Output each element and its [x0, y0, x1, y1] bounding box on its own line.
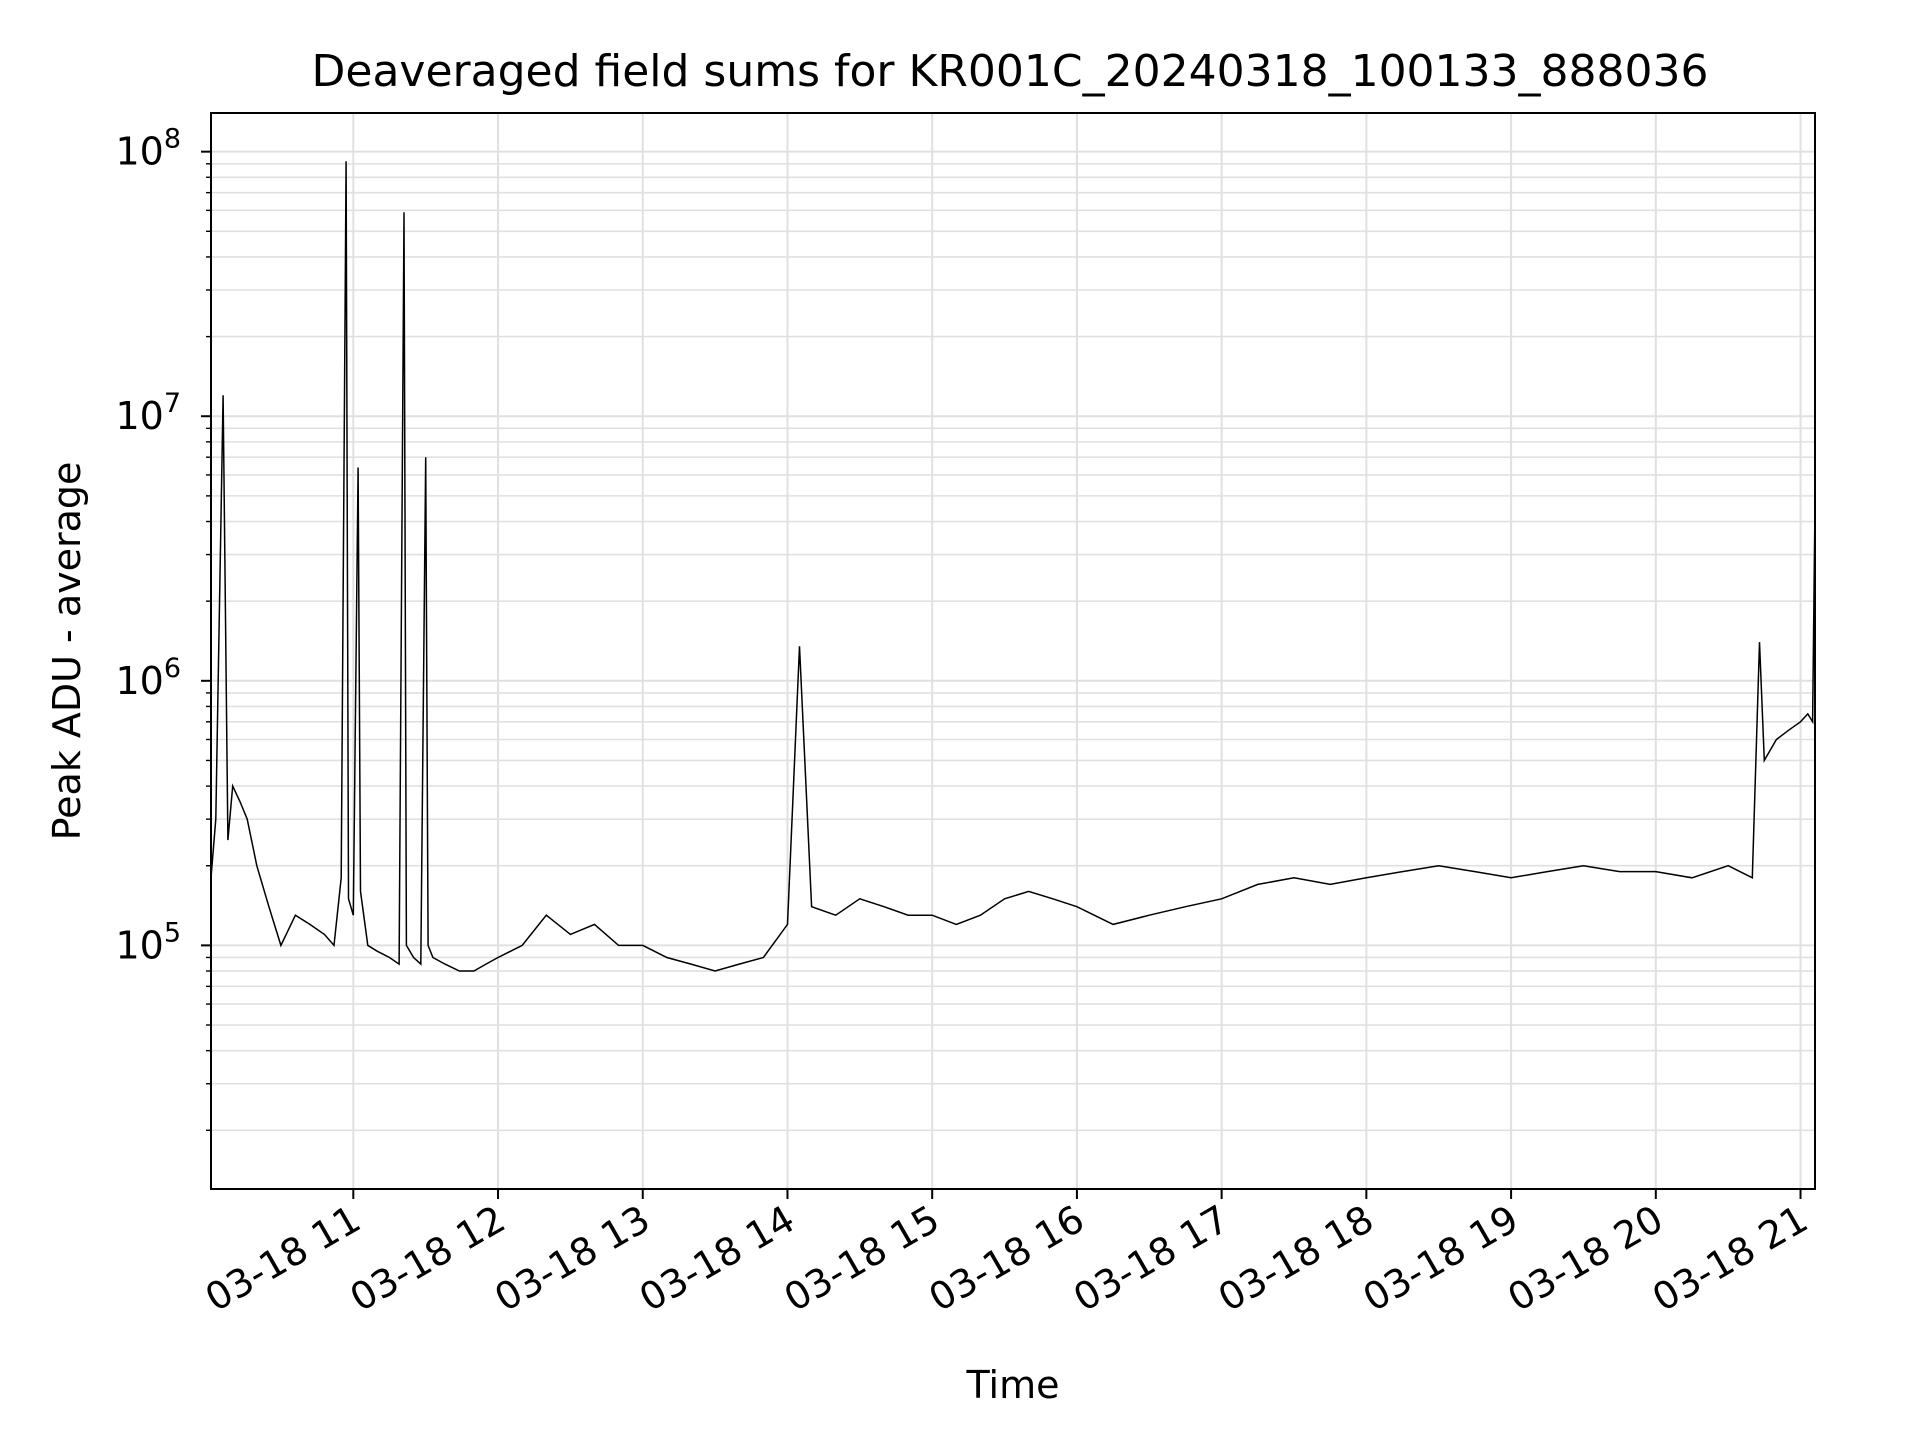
plot-frame	[210, 112, 1816, 1190]
y-tick-label: 108	[115, 124, 181, 174]
y-tick-label: 107	[115, 388, 181, 438]
y-tick-label: 105	[115, 917, 181, 967]
series-area	[210, 161, 1816, 972]
series-line	[210, 161, 1816, 972]
y-tick-label: 106	[115, 653, 181, 703]
grid-lines	[211, 113, 1815, 1189]
x-axis-label: Time	[966, 1363, 1060, 1407]
chart-title: Deaveraged field sums for KR001C_2024031…	[312, 46, 1709, 97]
y-axis-label: Peak ADU - average	[45, 462, 89, 841]
